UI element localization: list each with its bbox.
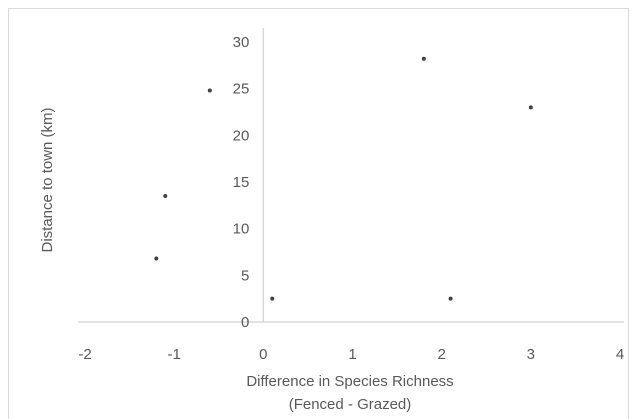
data-point	[270, 296, 275, 301]
data-point	[421, 56, 426, 61]
y-tick-label: 20	[233, 127, 250, 144]
y-tick-label: 25	[233, 81, 250, 98]
x-tick-label: 3	[527, 346, 535, 363]
y-axis-label: Distance to town (km)	[39, 107, 56, 252]
y-tick-labels: 0 5 10 15 20 25 30	[233, 34, 250, 331]
x-axis-label-line-1: Difference in Species Richness	[246, 373, 453, 390]
y-tick-label: 5	[241, 267, 249, 284]
y-tick-label: 0	[241, 314, 249, 331]
x-tick-labels: -2 -1 0 1 2 3 4	[78, 346, 624, 363]
y-tick-label: 30	[233, 34, 250, 51]
x-tick-label: -1	[167, 346, 180, 363]
x-tick-label: 2	[437, 346, 445, 363]
data-points	[154, 56, 533, 301]
y-tick-label: 10	[233, 221, 250, 238]
data-point	[163, 194, 168, 198]
x-tick-label: 4	[616, 346, 624, 363]
y-tick-label: 15	[233, 174, 250, 191]
chart-area	[8, 8, 629, 419]
axes-group	[78, 28, 624, 323]
data-point	[154, 256, 159, 261]
x-axis-label-line-2: (Fenced - Grazed)	[289, 396, 412, 413]
x-tick-label: 1	[348, 346, 356, 363]
x-tick-label: 0	[259, 346, 267, 363]
data-point	[448, 296, 453, 301]
data-point	[528, 105, 533, 110]
data-point	[207, 88, 212, 93]
x-tick-label: -2	[78, 346, 91, 363]
